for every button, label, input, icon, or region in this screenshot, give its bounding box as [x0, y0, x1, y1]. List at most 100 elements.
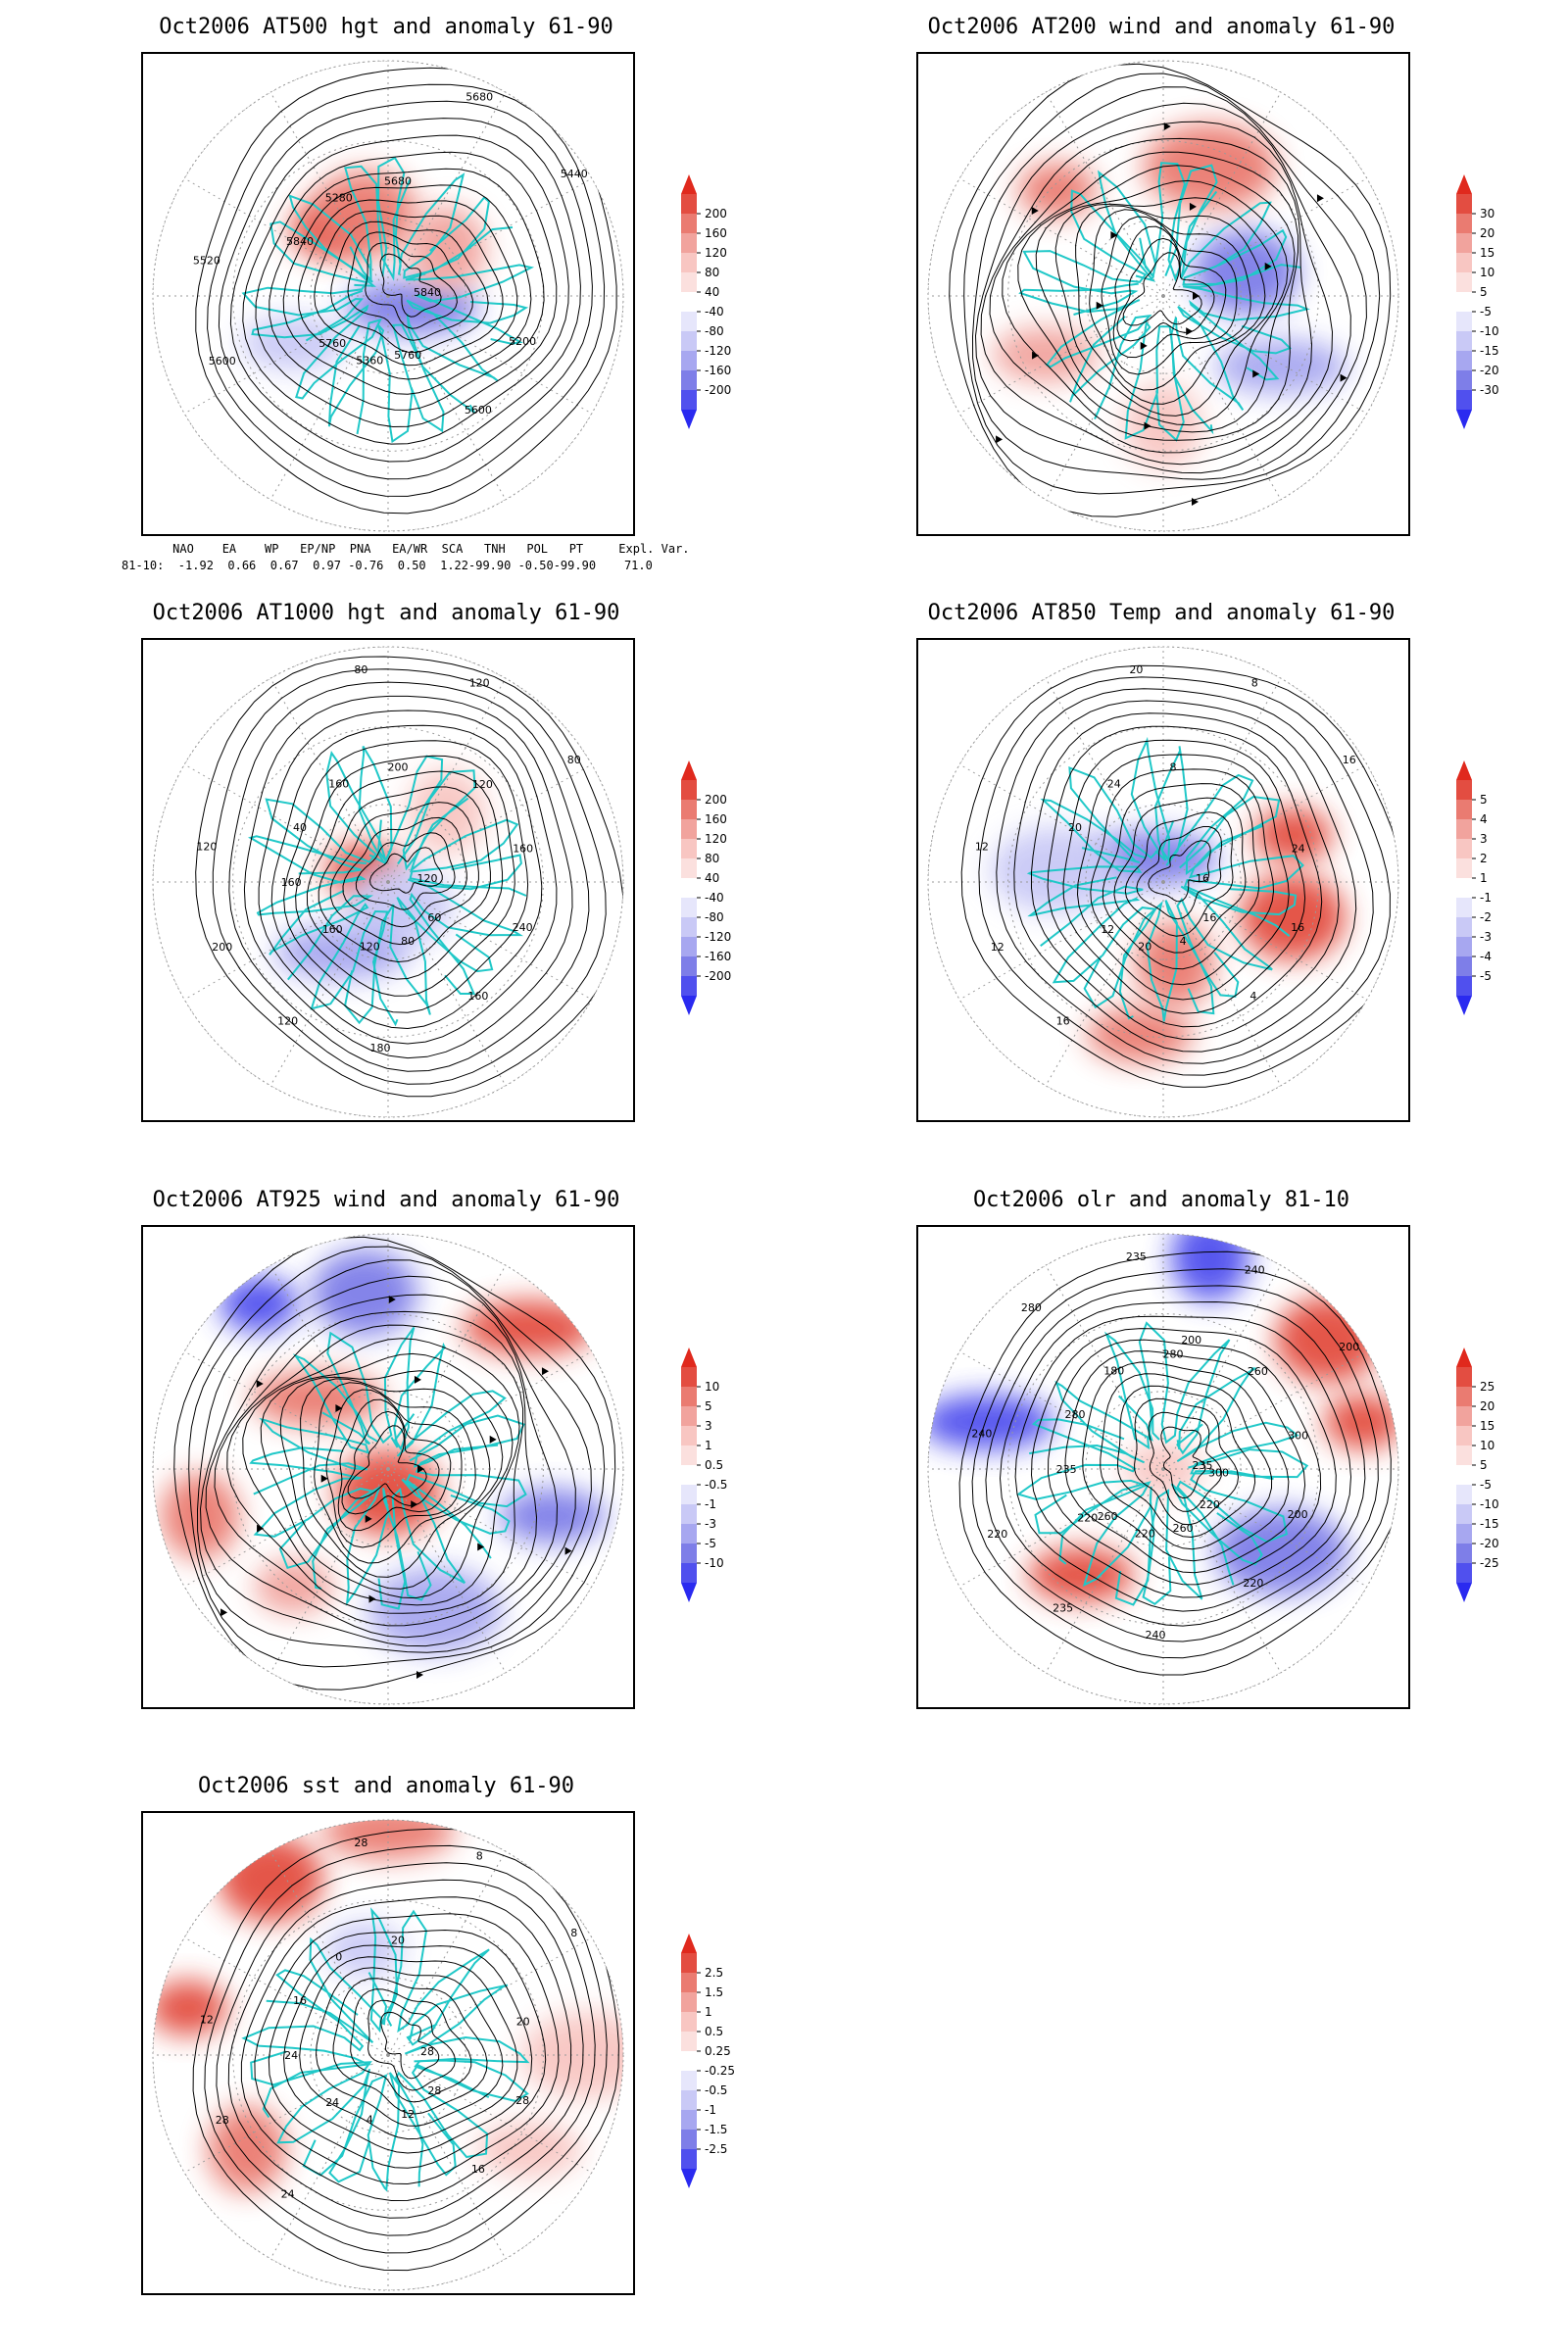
polar-map-svg: 120 160 200 160 120 80 120 160 240 200 120 80 40 160 1… — [152, 646, 624, 1118]
meridian-line — [387, 1850, 507, 2056]
colorbar-tick-label: -120 — [705, 344, 731, 358]
contour-label: 240 — [513, 921, 533, 934]
colorbar-tick-label: -10 — [1480, 1497, 1499, 1511]
colorbar-tick-label: -0.5 — [705, 2083, 727, 2097]
colorbar-segment — [1456, 976, 1472, 996]
contour-label: 5360 — [356, 355, 383, 368]
contour-label: 5440 — [561, 168, 588, 180]
wind-arrow — [368, 1594, 376, 1603]
colorbar-segment — [1456, 800, 1472, 819]
contour-line — [295, 755, 515, 997]
colorbar-tick-label: -15 — [1480, 344, 1499, 358]
streamline — [1035, 179, 1289, 426]
coastline — [404, 1984, 530, 2098]
map-sst: 28 24 20 16 12 8 4 0 28 28 8 12 16 20 24 28 28 24 — [141, 1811, 635, 2295]
contour-line — [1116, 1385, 1256, 1539]
coastline — [266, 1907, 399, 2044]
colorbar-top-arrow — [1456, 1348, 1472, 1367]
contour-line — [314, 210, 504, 367]
coastline — [1183, 228, 1310, 381]
colorbar-top-arrow — [681, 1934, 697, 1953]
streamline — [1112, 225, 1227, 359]
colorbar-200wind: 30 20 15 10 5 -5 -10 -15 -20 -30 — [1456, 174, 1535, 429]
streamline — [214, 1310, 538, 1627]
wind-arrow — [489, 1435, 497, 1444]
colorbar-segment — [681, 253, 697, 272]
contour-label: 4 — [367, 2114, 373, 2127]
contour-label: 280 — [1065, 1408, 1086, 1421]
contour-line — [242, 134, 569, 445]
contour-line — [1124, 811, 1234, 937]
contour-line — [379, 253, 442, 318]
anomaly-region — [1087, 1007, 1193, 1062]
colorbar-olr: 25 20 15 10 5 -5 -10 -15 -20 -25 — [1456, 1348, 1535, 1602]
coastline — [248, 835, 374, 981]
contour-label: 5600 — [209, 355, 236, 368]
colorbar-segment — [681, 2149, 697, 2169]
map-boundary — [927, 60, 1399, 532]
meridian-line — [270, 1468, 389, 1674]
coastline — [302, 2072, 457, 2192]
streamline — [188, 1246, 606, 1668]
colorbar-tick-label: -5 — [1480, 305, 1492, 318]
colorbar-segment — [681, 1367, 697, 1387]
colorbar-segment — [1456, 272, 1472, 292]
wind-arrow — [411, 1500, 418, 1509]
colorbar-segment — [1456, 390, 1472, 410]
polar-map-svg: 16 12 8 4 12 16 20 24 16 12 8 4 20 24 16 20 16 — [927, 646, 1399, 1118]
colorbar-tick-label: -80 — [705, 324, 724, 338]
wind-arrow — [477, 1543, 485, 1551]
meridian-line — [958, 763, 1164, 883]
contour-line — [368, 1999, 457, 2091]
colorbar-segment — [681, 1973, 697, 1992]
contour-line — [1102, 783, 1260, 970]
colorbar-tick-label: -2 — [1480, 910, 1492, 924]
colorbar-1000hgt: 200 160 120 80 40 -40 -80 -120 -160 -200 — [681, 760, 760, 1015]
contour-label: 240 — [1146, 1629, 1166, 1642]
colorbar-segment — [681, 2130, 697, 2149]
colorbar-segment — [681, 800, 697, 819]
streamline — [337, 1398, 452, 1532]
wind-arrow — [335, 1403, 343, 1412]
contour-label: 235 — [1193, 1459, 1213, 1472]
contour-line — [1100, 1373, 1273, 1550]
streamline — [300, 1378, 491, 1578]
contour-label: 28 — [354, 1837, 368, 1849]
colorbar-tick-label: -200 — [705, 383, 731, 397]
contour-label: 4 — [1250, 990, 1256, 1003]
colorbar-segment — [1456, 214, 1472, 233]
contour-label: 24 — [284, 2049, 298, 2062]
contour-label: 20 — [516, 2016, 530, 2029]
contour-label: 5760 — [394, 349, 421, 362]
colorbar-segment — [1456, 1367, 1472, 1387]
panel-title-200wind: Oct2006 AT200 wind and anomaly 61-90 — [927, 15, 1396, 39]
colorbar-segment — [681, 214, 697, 233]
coastline — [1117, 1321, 1231, 1455]
contour-label: 5600 — [465, 404, 492, 416]
contour-label: 200 — [1339, 1341, 1359, 1353]
map-boundary — [152, 1819, 624, 2291]
colorbar-segment — [681, 292, 697, 312]
streamline — [242, 1338, 520, 1606]
coastline — [1164, 164, 1301, 286]
meridian-line — [387, 91, 507, 297]
colorbar-top-arrow — [681, 1348, 697, 1367]
streamline — [1075, 205, 1266, 405]
colorbar-tick-label: -0.5 — [705, 1478, 727, 1492]
contour-label: 12 — [1101, 923, 1114, 936]
wind-arrow — [257, 1524, 265, 1533]
colorbar-segment — [681, 272, 697, 292]
contour-line — [1134, 1397, 1240, 1526]
colorbar-segment — [681, 390, 697, 410]
latitude-circle — [1007, 726, 1319, 1038]
colorbar-segment — [681, 2012, 697, 2032]
colorbar-bottom-arrow — [1456, 410, 1472, 429]
colorbar-tick-label: 80 — [705, 266, 719, 279]
colorbar-tick-label: -200 — [705, 969, 731, 983]
coastline — [1029, 1331, 1160, 1464]
meridian-line — [1045, 881, 1164, 1087]
colorbar-segment — [681, 878, 697, 898]
colorbar-segment — [1456, 1485, 1472, 1504]
contour-label: 5200 — [509, 335, 536, 348]
panel-title-sst: Oct2006 sst and anomaly 61-90 — [197, 1774, 575, 1798]
